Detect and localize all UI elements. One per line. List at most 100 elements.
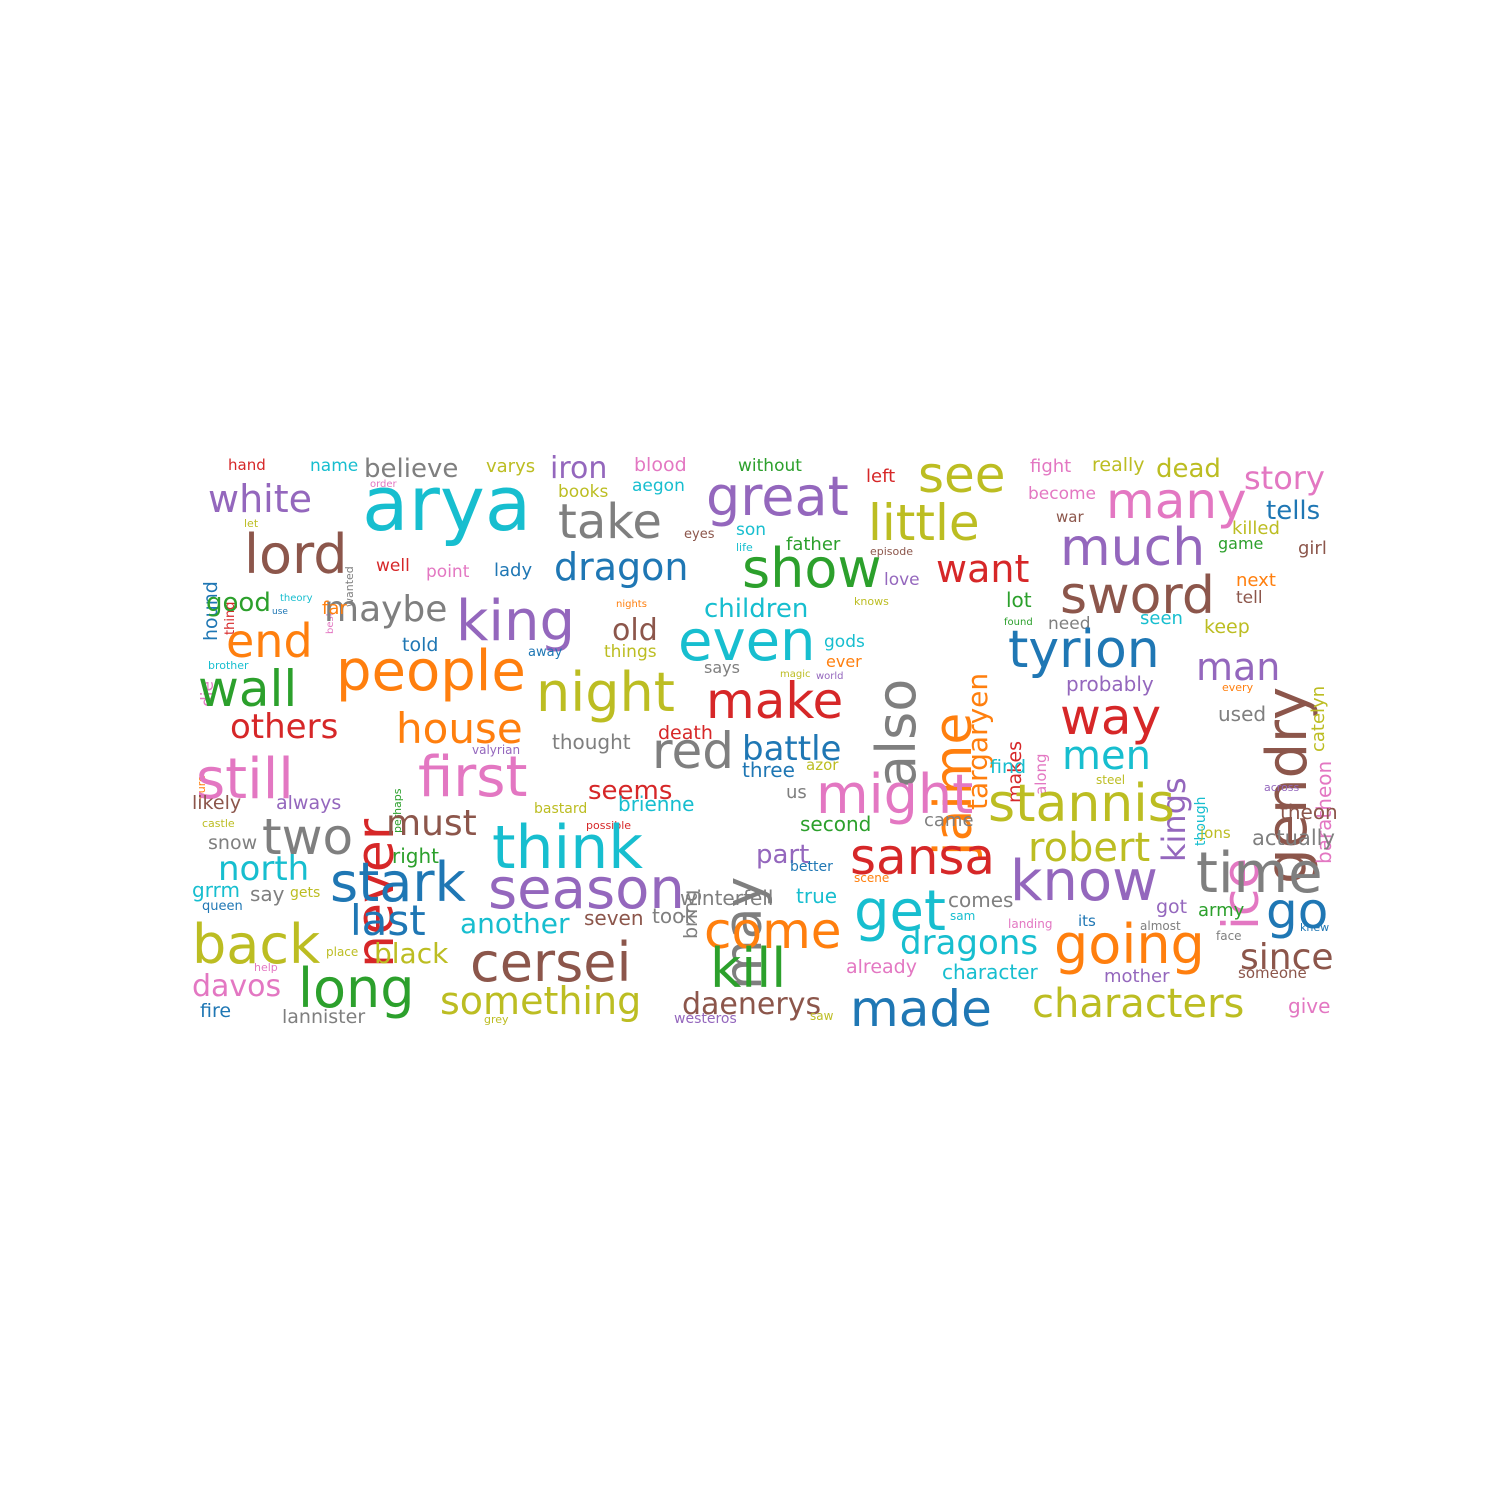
word-theon: theon <box>1280 800 1338 824</box>
word-show: show <box>742 537 882 600</box>
word-told: told <box>402 634 439 656</box>
word-things: things <box>604 642 657 662</box>
word-war: war <box>1056 508 1084 526</box>
word-iron: iron <box>550 452 608 486</box>
word-jons: jons <box>1200 824 1231 842</box>
word-grrm: grrm <box>192 878 240 902</box>
word-bastard: bastard <box>534 801 588 817</box>
word-gods: gods <box>824 632 865 652</box>
word-back: back <box>192 913 321 976</box>
word-cloud: hand name believe varys iron blood without left… <box>190 452 1350 1042</box>
word-good: good <box>206 588 271 618</box>
word-part: part <box>756 840 810 870</box>
word-stannis: stannis <box>988 774 1175 834</box>
word-end: end <box>226 614 313 668</box>
word-army: army <box>1198 900 1245 921</box>
word-use: use <box>272 607 288 617</box>
word-across: across <box>1264 781 1300 794</box>
word-sword: sword <box>1060 566 1215 626</box>
word-aegon: aegon <box>632 476 685 496</box>
word-game: game <box>1218 534 1264 553</box>
word-old: old <box>612 613 658 648</box>
word-even: even <box>678 609 816 674</box>
word-better: better <box>790 859 833 875</box>
word-go: go <box>1266 882 1329 940</box>
word-scene: scene <box>854 871 890 885</box>
word-possible: possible <box>586 819 632 832</box>
word-two: two <box>262 808 354 866</box>
word-tyrion: tyrion <box>1008 620 1160 680</box>
word-steel: steel <box>1096 773 1126 787</box>
word-place: place <box>326 945 359 959</box>
word-books: books <box>558 482 609 502</box>
word-killed: killed <box>1232 518 1280 539</box>
word-cersei: cersei <box>470 931 632 994</box>
word-many: many <box>1106 472 1247 530</box>
word-sam: sam <box>950 909 976 923</box>
word-might: might <box>816 763 974 826</box>
word-long: long <box>298 957 415 1020</box>
word-kill: kill <box>710 937 787 1000</box>
word-dead: dead <box>1156 454 1221 484</box>
word-valyrian: valyrian <box>472 743 521 757</box>
word-theory: theory <box>280 593 313 604</box>
word-landing: landing <box>1008 917 1053 931</box>
word-away: away <box>528 645 563 660</box>
word-characters: characters <box>1032 981 1245 1027</box>
word-son: son <box>736 520 767 540</box>
word-fight: fight <box>1030 456 1072 477</box>
word-stark: stark <box>330 851 466 914</box>
word-way: way <box>1060 688 1162 746</box>
word-actually: actually <box>1252 826 1335 850</box>
word-blood: blood <box>634 454 687 476</box>
word-knew: knew <box>1300 921 1330 934</box>
word-know: know <box>1010 849 1158 914</box>
word-used: used <box>1218 702 1267 726</box>
word-castle: castle <box>202 817 235 830</box>
word-house: house <box>396 704 523 753</box>
word-ever: ever <box>826 652 862 671</box>
word-catelyn: catelyn <box>1308 685 1329 752</box>
word-still: still <box>196 747 294 812</box>
word-seems: seems <box>588 776 673 806</box>
word-brother: brother <box>208 659 249 672</box>
word-every: every <box>1222 681 1254 694</box>
word-sansa: sansa <box>850 828 996 886</box>
word-others: others <box>230 707 339 747</box>
word-daenerys: daenerys <box>682 987 822 1022</box>
word-face: face <box>1216 929 1242 943</box>
word-lannister: lannister <box>282 1006 366 1028</box>
word-grey: grey <box>484 1013 509 1026</box>
word-magic: magic <box>780 669 811 680</box>
word-people: people <box>336 639 526 704</box>
word-since: since <box>1240 937 1334 978</box>
word-without: without <box>738 456 802 476</box>
word-us: us <box>786 782 807 803</box>
word-knows: knows <box>854 595 889 608</box>
word-last: last <box>350 896 426 945</box>
word-next: next <box>1236 570 1276 591</box>
word-fire: fire <box>200 1000 232 1022</box>
word-great: great <box>706 465 849 528</box>
word-death: death <box>658 722 713 744</box>
word-dragons: dragons <box>900 923 1039 963</box>
word-made: made <box>850 980 992 1038</box>
word-left: left <box>866 466 896 487</box>
word-north: north <box>218 849 310 889</box>
word-much: much <box>1060 518 1206 578</box>
word-dragon: dragon <box>554 545 689 589</box>
word-really: really <box>1092 454 1145 476</box>
word-comes: comes <box>948 888 1014 912</box>
word-westeros: westeros <box>674 1011 737 1027</box>
word-already: already <box>846 956 917 978</box>
word-little: little <box>868 494 980 552</box>
word-father: father <box>786 534 841 555</box>
word-lot: lot <box>1006 588 1032 612</box>
word-order: order <box>370 479 397 490</box>
word-arya: arya <box>362 459 532 548</box>
word-say: say <box>250 882 285 906</box>
word-think: think <box>492 813 643 883</box>
word-name: name <box>310 456 359 476</box>
word-find: find <box>990 756 1027 778</box>
word-well: well <box>376 556 410 576</box>
